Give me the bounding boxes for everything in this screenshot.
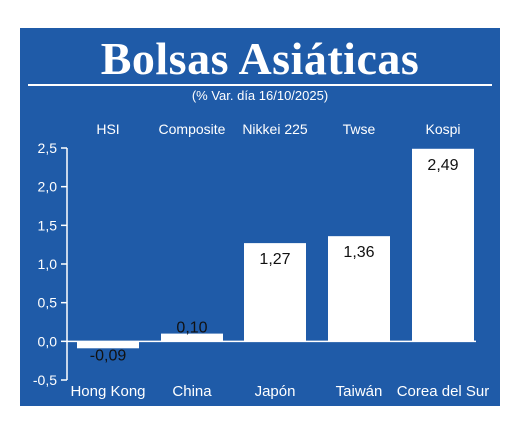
index-name-label: Twse — [343, 121, 376, 137]
y-tick-label: -0,5 — [33, 372, 57, 388]
value-label: 0,10 — [176, 320, 207, 337]
y-tick-label: 2,0 — [38, 179, 58, 195]
bar — [412, 148, 474, 342]
category-label: Taiwán — [336, 383, 383, 400]
value-label: -0,09 — [90, 347, 127, 364]
bar — [77, 341, 139, 349]
index-name-label: HSI — [96, 121, 119, 137]
value-labels: -0,09 0,10 1,27 1,36 2,49 — [90, 157, 459, 365]
y-tick-label: 0,0 — [38, 333, 58, 349]
index-name-labels: HSI Composite Nikkei 225 Twse Kospi — [96, 121, 460, 137]
index-name-label: Nikkei 225 — [242, 121, 308, 137]
index-name-label: Kospi — [425, 121, 460, 137]
y-axis: 2,5 2,0 1,5 1,0 0,5 0,0 -0,5 — [33, 140, 476, 388]
y-tick-label: 2,5 — [38, 140, 58, 156]
value-label: 1,36 — [343, 244, 374, 261]
category-label: Hong Kong — [70, 383, 145, 400]
index-name-label: Composite — [159, 121, 226, 137]
y-tick-label: 0,5 — [38, 295, 58, 311]
bar — [244, 243, 306, 342]
bar — [161, 333, 223, 342]
y-tick-label: 1,0 — [38, 256, 58, 272]
chart-title: Bolsas Asiáticas — [100, 33, 420, 84]
y-tick-label: 1,5 — [38, 217, 58, 233]
title-divider — [28, 84, 492, 86]
category-labels: Hong Kong China Japón Taiwán Corea del Sur — [70, 383, 489, 400]
bars — [77, 148, 474, 349]
category-label: Corea del Sur — [397, 383, 490, 400]
value-label: 2,49 — [427, 157, 458, 174]
value-label: 1,27 — [259, 251, 290, 268]
bar — [328, 236, 390, 342]
category-label: Japón — [255, 383, 296, 400]
category-label: China — [172, 383, 212, 400]
chart-subtitle: (% Var. día 16/10/2025) — [191, 88, 329, 103]
